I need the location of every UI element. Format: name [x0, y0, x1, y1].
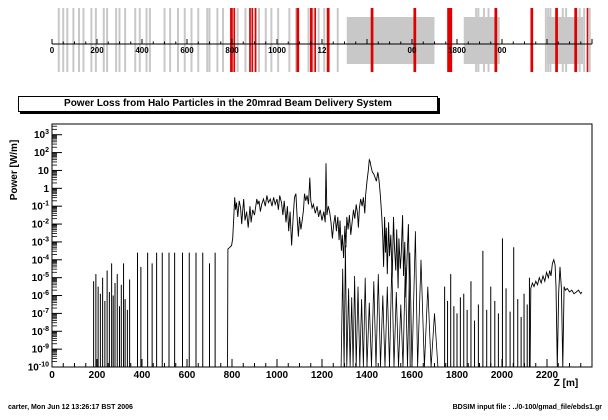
beamline-layout-chart: 0 200 400 600 800 1000 12 00 1800 00	[50, 8, 593, 72]
beamline-grey-block	[463, 17, 500, 64]
plot-border	[51, 123, 593, 368]
y-tick-label: 10-2	[32, 219, 49, 231]
x-tick-label: 1400	[356, 370, 379, 381]
x-tick-label: 400	[134, 370, 151, 381]
x-tick-label: 2000	[491, 370, 514, 381]
footer-author-timestamp: carter, Mon Jun 12 13:26:17 BST 2006	[8, 404, 133, 411]
y-tick-label: 10	[38, 166, 50, 177]
x-tick-label: 1200	[311, 370, 334, 381]
y-tick-label: 10-1	[32, 201, 49, 213]
beamline-tick-label: 00	[408, 46, 417, 55]
power-loss-series	[93, 157, 583, 368]
beamline-tick-label: 200	[90, 46, 104, 55]
beamline-tick-label: 600	[180, 46, 194, 55]
chart-title: Power Loss from Halo Particles in the 20…	[18, 96, 438, 112]
x-tick-label: 200	[89, 370, 106, 381]
beamline-elements	[57, 8, 591, 72]
y-tick-label: 10-5	[32, 272, 49, 284]
plot-frame	[51, 123, 593, 368]
beamline-axis: 0 200 400 600 800 1000 12 00 1800 00	[50, 39, 593, 55]
y-axis-label: Power [W/m]	[9, 140, 20, 201]
power-loss-chart: 0 200 400 600 800 1000 1200 1400 1600 1800 2000 220…	[9, 123, 593, 389]
y-tick-label: 10-6	[32, 290, 49, 302]
x-axis-label: Z [m]	[554, 378, 578, 389]
beamline-tick-label: 1800	[448, 46, 466, 55]
power-loss-dense-region	[340, 231, 439, 368]
beamline-tick-label: 12	[318, 46, 327, 55]
beamline-tick-label: 00	[498, 46, 507, 55]
x-axis: 0 200 400 600 800 1000 1200 1400 1600 1800 2000 220…	[49, 359, 593, 381]
x-tick-label: 600	[179, 370, 196, 381]
x-tick-label: 2200	[536, 370, 559, 381]
power-loss-main-region	[227, 157, 411, 368]
x-tick-label: 1800	[446, 370, 469, 381]
footer-input-file: BDSIM input file : ../0-100/gmad_file/eb…	[452, 404, 602, 411]
x-tick-label: 800	[224, 370, 241, 381]
beamline-grey-block	[346, 17, 435, 64]
y-tick-label: 10-8	[32, 326, 49, 338]
y-tick-label: 10-9	[32, 344, 49, 356]
x-tick-label: 0	[49, 370, 55, 381]
beamline-tick-label: 800	[225, 46, 239, 55]
y-tick-label: 102	[34, 147, 49, 159]
y-tick-label: 1	[43, 184, 49, 195]
x-tick-label: 1600	[401, 370, 424, 381]
beamline-tick-label: 1000	[268, 46, 286, 55]
x-tick-label: 1000	[266, 370, 289, 381]
y-tick-label: 10-10	[28, 362, 49, 374]
power-loss-final-region	[529, 258, 583, 368]
beamline-tick-label: 0	[50, 46, 55, 55]
beamline-tick-label: 400	[135, 46, 149, 55]
y-tick-label: 10-4	[32, 254, 49, 266]
y-axis: 10-10 10-9 10-8 10-7 10-6 10-5 10-4 10-3 10-2 10-…	[28, 125, 62, 374]
y-tick-label: 10-3	[32, 236, 49, 248]
y-tick-label: 10-7	[32, 308, 49, 320]
y-tick-label: 103	[34, 129, 49, 141]
